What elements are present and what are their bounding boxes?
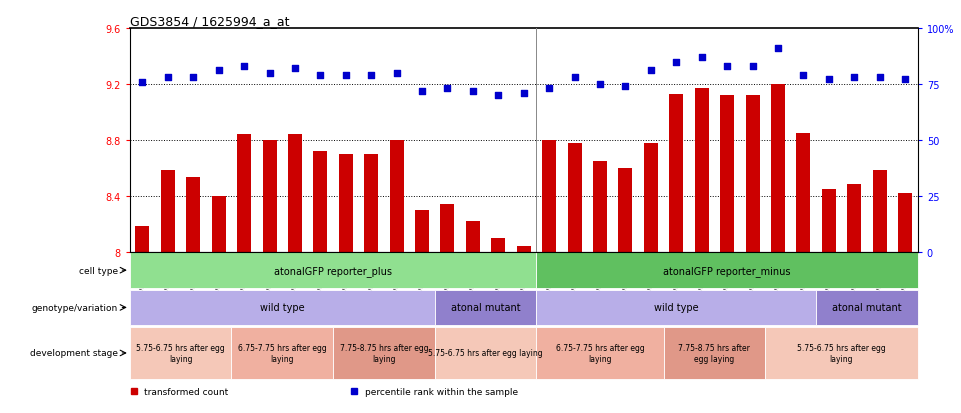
Bar [536, 328, 663, 379]
Bar [568, 143, 581, 252]
Text: wild type: wild type [653, 303, 699, 313]
Text: atonal mutant: atonal mutant [451, 303, 521, 313]
Bar [695, 89, 708, 252]
Bar [536, 253, 918, 288]
Text: development stage: development stage [30, 349, 118, 358]
Text: 7.75-8.75 hrs after
egg laying: 7.75-8.75 hrs after egg laying [678, 344, 751, 363]
Bar [130, 328, 232, 379]
Point [694, 55, 709, 61]
Point [135, 79, 150, 86]
Bar [644, 143, 658, 252]
Bar [720, 96, 734, 252]
Bar [466, 221, 480, 252]
Bar [848, 185, 861, 252]
Bar [491, 238, 505, 252]
Bar [669, 95, 683, 252]
Point [669, 59, 684, 66]
Text: 6.75-7.75 hrs after egg
laying: 6.75-7.75 hrs after egg laying [555, 344, 645, 363]
Text: 5.75-6.75 hrs after egg
laying: 5.75-6.75 hrs after egg laying [136, 344, 225, 363]
Bar [663, 328, 765, 379]
Bar [593, 161, 607, 252]
Bar [288, 135, 302, 252]
Text: atonal mutant: atonal mutant [832, 303, 901, 313]
Text: 5.75-6.75 hrs after egg laying: 5.75-6.75 hrs after egg laying [429, 349, 543, 358]
Point [338, 72, 354, 79]
Bar [211, 196, 226, 252]
Point [898, 77, 913, 83]
Bar [262, 140, 277, 252]
Point [821, 77, 836, 83]
Point [363, 72, 379, 79]
Point [312, 72, 328, 79]
Point [567, 75, 582, 81]
Bar [619, 168, 632, 252]
Point [211, 68, 227, 75]
Bar [333, 328, 434, 379]
Text: cell type: cell type [79, 266, 118, 275]
Bar [313, 152, 328, 252]
Bar [517, 247, 530, 252]
Text: wild type: wild type [259, 303, 305, 313]
Bar [536, 290, 816, 325]
Bar [364, 154, 379, 252]
Text: genotype/variation: genotype/variation [32, 303, 118, 312]
Bar [822, 189, 836, 252]
Bar [339, 154, 353, 252]
Text: transformed count: transformed count [144, 387, 228, 396]
Point [745, 64, 760, 70]
Bar [440, 204, 455, 252]
Bar [542, 140, 556, 252]
Point [185, 75, 201, 81]
Point [541, 86, 556, 93]
Point [516, 90, 531, 97]
Point [160, 75, 176, 81]
Point [796, 72, 811, 79]
Bar [771, 85, 785, 252]
Text: GDS3854 / 1625994_a_at: GDS3854 / 1625994_a_at [130, 15, 289, 28]
Bar [746, 96, 759, 252]
Text: atonalGFP reporter_plus: atonalGFP reporter_plus [274, 265, 392, 276]
Bar [434, 290, 536, 325]
Bar [136, 227, 150, 252]
Point [847, 75, 862, 81]
Bar [389, 140, 404, 252]
Point [491, 93, 506, 99]
Point [414, 88, 430, 95]
Text: 6.75-7.75 hrs after egg
laying: 6.75-7.75 hrs after egg laying [238, 344, 327, 363]
Text: atonalGFP reporter_minus: atonalGFP reporter_minus [663, 265, 791, 276]
Point [465, 88, 480, 95]
Point [720, 64, 735, 70]
Point [771, 46, 786, 52]
Bar [434, 328, 536, 379]
Text: 5.75-6.75 hrs after egg
laying: 5.75-6.75 hrs after egg laying [797, 344, 886, 363]
Bar [237, 135, 251, 252]
Point [643, 68, 658, 75]
Bar [797, 133, 810, 252]
Point [872, 75, 887, 81]
Bar [816, 290, 918, 325]
Point [440, 86, 456, 93]
Text: 7.75-8.75 hrs after egg
laying: 7.75-8.75 hrs after egg laying [339, 344, 429, 363]
Point [618, 83, 633, 90]
Bar [130, 253, 536, 288]
Text: percentile rank within the sample: percentile rank within the sample [364, 387, 518, 396]
Bar [899, 193, 912, 252]
Bar [232, 328, 333, 379]
Bar [873, 171, 887, 252]
Point [287, 66, 303, 72]
Bar [765, 328, 918, 379]
Bar [160, 171, 175, 252]
Bar [130, 290, 434, 325]
Point [261, 70, 277, 77]
Point [389, 70, 405, 77]
Bar [186, 178, 200, 252]
Point [236, 64, 252, 70]
Bar [415, 210, 429, 252]
Point [592, 81, 607, 88]
